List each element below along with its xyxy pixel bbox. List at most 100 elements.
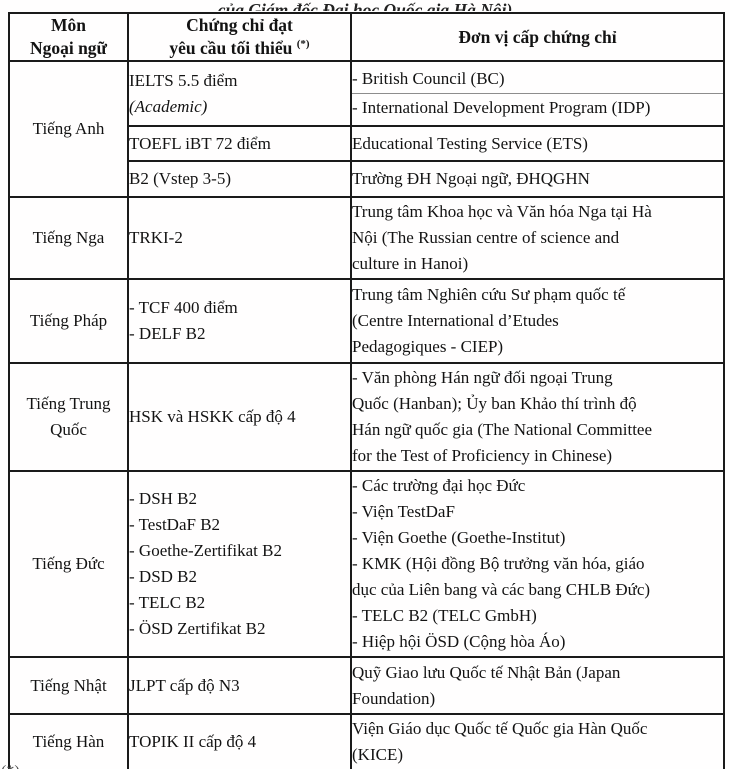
issuer-cell: - Văn phòng Hán ngữ đối ngoại Trung Quốc … — [350, 362, 725, 472]
issuer-line: - Văn phòng Hán ngữ đối ngoại Trung — [352, 368, 613, 387]
issuer-block: - Các trường đại học Đức - Viện TestDaF - … — [352, 473, 722, 655]
issuer-line: (Centre International d’Etudes — [352, 311, 559, 330]
issuer-line: culture in Hanoi) — [352, 254, 469, 273]
certificate-line: - TestDaF B2 — [129, 515, 221, 534]
issuer-line: - Viện Goethe (Goethe-Institut) — [352, 528, 566, 547]
table-row: Tiếng Đức - DSH B2 - TestDaF B2 - Goethe-Ze… — [8, 470, 725, 658]
certificate-cell: TOEFL iBT 72 điểm — [127, 125, 352, 162]
issuer-block: Viện Giáo dục Quốc tế Quốc gia Hàn Quốc (… — [352, 716, 722, 768]
issuer-line: Nội (The Russian centre of science and — [352, 228, 620, 247]
header-issuer: Đơn vị cấp chứng chỉ — [350, 12, 725, 62]
issuer-cell: Trung tâm Nghiên cứu Sư phạm quốc tế (Cen… — [350, 278, 725, 364]
certificate-line: TOPIK II cấp độ 4 — [129, 732, 257, 751]
subject-cell: Tiếng Nga — [8, 196, 129, 280]
issuer-cell: Trung tâm Khoa học và Văn hóa Nga tại Hà… — [350, 196, 725, 280]
subject-cell: Tiếng Nhật — [8, 656, 129, 715]
certificate-cell: IELTS 5.5 điểm (Academic) — [127, 60, 352, 127]
top-cropped-text: của Giám đốc Đại học Quốc gia Hà Nội) — [217, 0, 513, 11]
certificate-line: TRKI-2 — [129, 228, 183, 247]
issuer-block: - International Development Program (IDP… — [352, 93, 722, 122]
issuer-line: Hán ngữ quốc gia (The National Committee — [352, 420, 653, 439]
table-row: Tiếng Nga TRKI-2 Trung tâm Khoa học và Văn… — [8, 196, 725, 280]
certificate-line: - TCF 400 điểm — [129, 298, 238, 317]
table-row: Tiếng Pháp - TCF 400 điểm - DELF B2 Trung t… — [8, 278, 725, 364]
issuer-line: - Viện TestDaF — [352, 502, 455, 521]
issuer-line: Trung tâm Khoa học và Văn hóa Nga tại Hà — [352, 202, 652, 221]
issuer-cell: Viện Giáo dục Quốc tế Quốc gia Hàn Quốc (… — [350, 713, 725, 769]
subject-cell: Tiếng Trung Quốc — [8, 362, 129, 472]
header-certificate-line2: yêu cầu tối thiểu (*) — [169, 38, 310, 58]
bottom-cropped-line: (*) ́́ — [0, 763, 730, 769]
certificate-line: B2 (Vstep 3-5) — [129, 169, 231, 188]
table-row: Tiếng Trung Quốc HSK và HSKK cấp độ 4 - Vă… — [8, 362, 725, 472]
header-certificate-line1: Chứng chỉ đạt — [186, 15, 293, 35]
certificate-cell: B2 (Vstep 3-5) — [127, 160, 352, 198]
subject-cell: Tiếng Đức — [8, 470, 129, 658]
certificate-line: TOEFL iBT 72 điểm — [129, 133, 271, 153]
issuer-line: Educational Testing Service (ETS) — [352, 133, 588, 153]
certificate-line: - DELF B2 — [129, 324, 206, 343]
header-certificate: Chứng chỉ đạt yêu cầu tối thiểu (*) — [127, 12, 352, 62]
issuer-block: Educational Testing Service (ETS) — [352, 130, 722, 158]
subject-cell: Tiếng Anh — [8, 60, 129, 198]
issuer-block: - Văn phòng Hán ngữ đối ngoại Trung Quốc … — [352, 365, 722, 469]
issuer-line: - KMK (Hội đồng Bộ trưởng văn hóa, giáo — [352, 554, 645, 573]
certificates-table: Môn Ngoại ngữ Chứng chỉ đạt yêu cầu tối … — [8, 12, 725, 769]
header-subject-line1: Môn — [51, 15, 86, 35]
issuer-cell: Educational Testing Service (ETS) — [350, 125, 725, 162]
header-subject: Môn Ngoại ngữ — [8, 12, 129, 62]
table-row: TOEFL iBT 72 điểm Educational Testing Ser… — [9, 125, 725, 162]
issuer-block: Quỹ Giao lưu Quốc tế Nhật Bản (Japan Foun… — [352, 659, 722, 712]
certificate-cell: TOPIK II cấp độ 4 — [127, 713, 352, 769]
certificate-cell: TRKI-2 — [127, 196, 352, 280]
issuer-line: Pedagogiques - CIEP) — [352, 337, 504, 356]
top-cropped-line: của Giám đốc Đại học Quốc gia Hà Nội) — [0, 0, 730, 11]
certificate-cell: - TCF 400 điểm - DELF B2 — [127, 278, 352, 364]
table-row: Tiếng Anh IELTS 5.5 điểm (Academic) - Briti… — [8, 60, 725, 198]
issuer-line: dục của Liên bang và các bang CHLB Đức) — [352, 580, 651, 599]
certificate-line: - DSH B2 — [129, 489, 198, 508]
certificate-line: HSK và HSKK cấp độ 4 — [129, 407, 296, 426]
certificate-line: (Academic) — [129, 96, 208, 116]
issuer-line: Trường ĐH Ngoại ngữ, ĐHQGHN — [352, 169, 590, 188]
bottom-footnote-fragment: (*) — [1, 763, 20, 769]
certificate-cell: - DSH B2 - TestDaF B2 - Goethe-Zertifikat … — [127, 470, 352, 658]
issuer-line: Trung tâm Nghiên cứu Sư phạm quốc tế — [352, 285, 626, 304]
issuer-block: Trung tâm Khoa học và Văn hóa Nga tại Hà… — [352, 199, 722, 277]
header-row: Môn Ngoại ngữ Chứng chỉ đạt yêu cầu tối … — [8, 12, 725, 62]
issuer-line: Quỹ Giao lưu Quốc tế Nhật Bản (Japan — [352, 662, 621, 682]
table-row: Tiếng Hàn TOPIK II cấp độ 4 Viện Giáo dục … — [8, 713, 725, 769]
issuer-line: - British Council (BC) — [352, 69, 505, 88]
issuer-line: Foundation) — [352, 688, 436, 708]
certificate-cell: JLPT cấp độ N3 — [127, 656, 352, 715]
issuer-line: for the Test of Proficiency in Chinese) — [352, 446, 613, 465]
issuer-cell: Quỹ Giao lưu Quốc tế Nhật Bản (Japan Foun… — [350, 656, 725, 715]
issuer-line: - Các trường đại học Đức — [352, 476, 526, 495]
certificate-cell: HSK và HSKK cấp độ 4 — [127, 362, 352, 472]
subject-cell: Tiếng Hàn — [8, 713, 129, 769]
certificate-line: - ÖSD Zertifikat B2 — [129, 619, 266, 638]
issuer-line: - TELC B2 (TELC GmbH) — [352, 606, 537, 625]
subject-cell: Tiếng Pháp — [8, 278, 129, 364]
certificate-line: JLPT cấp độ N3 — [129, 675, 240, 695]
header-subject-line2: Ngoại ngữ — [29, 38, 108, 58]
issuer-block: Trường ĐH Ngoại ngữ, ĐHQGHN — [352, 165, 722, 193]
issuer-line: Viện Giáo dục Quốc tế Quốc gia Hàn Quốc — [352, 719, 648, 738]
bottom-accent-fragments: ́́ — [622, 763, 674, 769]
certificate-line: IELTS 5.5 điểm — [129, 70, 238, 90]
issuer-cell: Trường ĐH Ngoại ngữ, ĐHQGHN — [350, 160, 725, 198]
issuer-cell: - Các trường đại học Đức - Viện TestDaF - … — [350, 470, 725, 658]
issuer-line: (KICE) — [352, 745, 403, 764]
issuer-line: Quốc (Hanban); Ủy ban Khảo thí trình độ — [352, 394, 637, 413]
certificate-line: - TELC B2 — [129, 593, 206, 612]
issuer-line: - Hiệp hội ÖSD (Cộng hòa Áo) — [352, 632, 566, 651]
issuer-block: Trung tâm Nghiên cứu Sư phạm quốc tế (Cen… — [352, 281, 722, 361]
certificate-line: - DSD B2 — [129, 567, 198, 586]
issuer-cell: - British Council (BC) - International De… — [350, 60, 725, 127]
table-row: Tiếng Nhật JLPT cấp độ N3 Quỹ Giao lưu Quố… — [8, 656, 725, 715]
footnote-marker: (*) — [296, 38, 310, 51]
issuer-block: - British Council (BC) — [352, 65, 722, 93]
table-row: B2 (Vstep 3-5) Trường ĐH Ngoại ngữ, ĐHQGH… — [9, 160, 725, 198]
issuer-line: - International Development Program (IDP… — [352, 98, 651, 117]
